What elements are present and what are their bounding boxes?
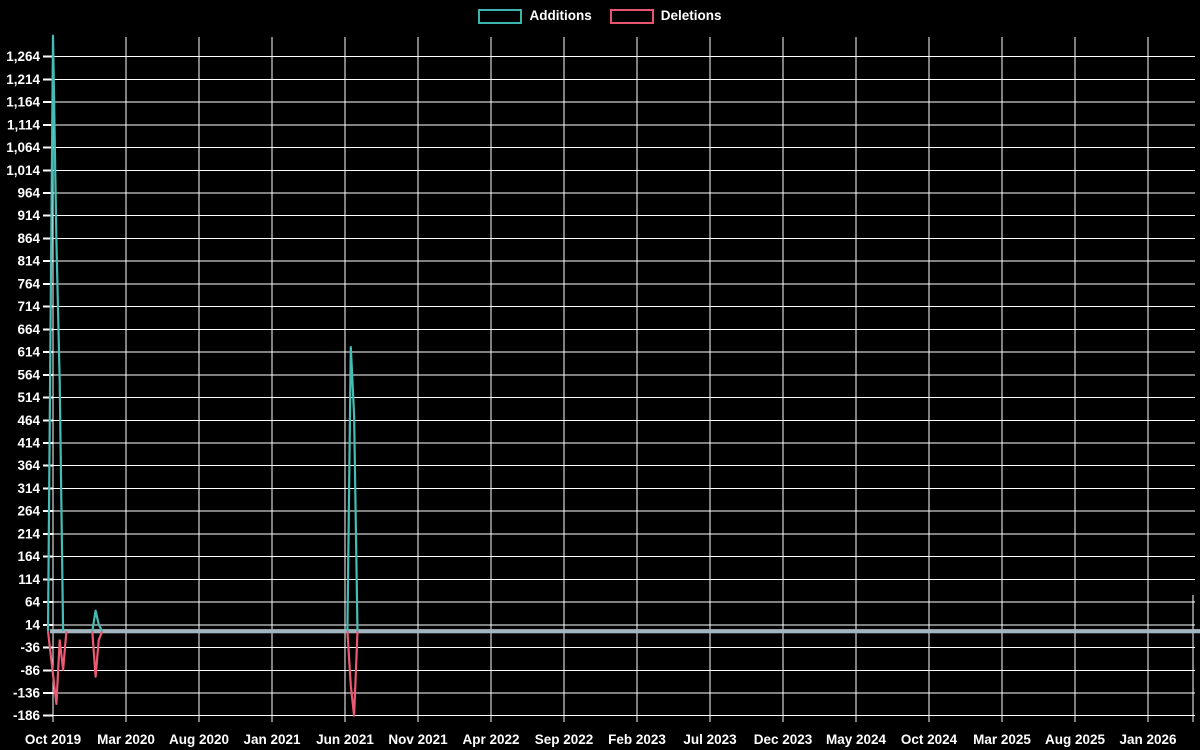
y-axis-label: 764 — [17, 276, 40, 291]
series-line-deletions — [48, 631, 1148, 716]
y-axis-label: 464 — [17, 413, 40, 428]
y-axis-label: 1,064 — [6, 140, 40, 155]
y-axis-label: 1,114 — [7, 117, 41, 132]
y-axis-label: 1,264 — [6, 49, 40, 64]
y-axis-label: 814 — [17, 254, 40, 269]
x-axis-label: Oct 2019 — [25, 732, 81, 747]
y-axis-label: -36 — [20, 640, 40, 655]
y-axis-label: -136 — [13, 686, 41, 701]
x-axis-label: Oct 2024 — [901, 732, 958, 747]
y-axis-label: 114 — [18, 572, 40, 587]
x-axis-label: Aug 2025 — [1045, 732, 1106, 747]
y-axis-label: 1,164 — [6, 95, 40, 110]
deletions-swatch-icon — [609, 8, 654, 24]
x-axis-label: May 2024 — [826, 732, 887, 747]
x-axis-label: Jul 2023 — [683, 732, 737, 747]
x-axis-label: Sep 2022 — [535, 732, 594, 747]
x-axis-label: Feb 2023 — [608, 732, 666, 747]
x-axis-label: Aug 2020 — [169, 732, 229, 747]
additions-swatch-icon — [478, 8, 523, 24]
y-axis-label: 964 — [17, 186, 40, 201]
x-axis-label: Jan 2026 — [1119, 732, 1177, 747]
y-axis-label: 264 — [17, 504, 40, 519]
x-axis-label: Nov 2021 — [388, 732, 448, 747]
y-axis-label: -186 — [13, 708, 41, 723]
y-axis-label: 414 — [17, 436, 40, 451]
y-axis-label: 214 — [17, 526, 40, 541]
y-axis-label: 664 — [17, 322, 40, 337]
x-axis-label: Mar 2025 — [973, 732, 1031, 747]
chart-legend: Additions Deletions — [0, 8, 1200, 24]
x-axis-label: Jun 2021 — [316, 732, 374, 747]
legend-item-deletions[interactable]: Deletions — [609, 8, 722, 24]
x-axis-label: Jan 2021 — [243, 732, 301, 747]
y-axis-label: 164 — [17, 549, 40, 564]
y-axis-label: 564 — [17, 367, 40, 382]
y-axis-label: 314 — [17, 481, 40, 496]
y-axis-label: 514 — [17, 390, 40, 405]
y-axis-label: 64 — [25, 595, 41, 610]
y-axis-label: 614 — [17, 345, 40, 360]
legend-label-deletions: Deletions — [660, 8, 722, 23]
y-axis-label: 1,214 — [6, 72, 40, 87]
x-axis-label: Mar 2020 — [97, 732, 155, 747]
y-axis-label: 14 — [25, 617, 41, 632]
legend-item-additions[interactable]: Additions — [478, 8, 592, 24]
x-axis-label: Dec 2023 — [754, 732, 813, 747]
y-axis-label: 1,014 — [6, 163, 40, 178]
y-axis-label: -86 — [20, 663, 40, 678]
y-axis-label: 714 — [17, 299, 40, 314]
legend-label-additions: Additions — [529, 8, 592, 23]
y-axis-label: 364 — [17, 458, 40, 473]
x-axis-label: Apr 2022 — [462, 732, 519, 747]
zero-line — [50, 629, 1200, 634]
y-axis-label: 914 — [17, 208, 40, 223]
y-axis-label: 864 — [17, 231, 40, 246]
